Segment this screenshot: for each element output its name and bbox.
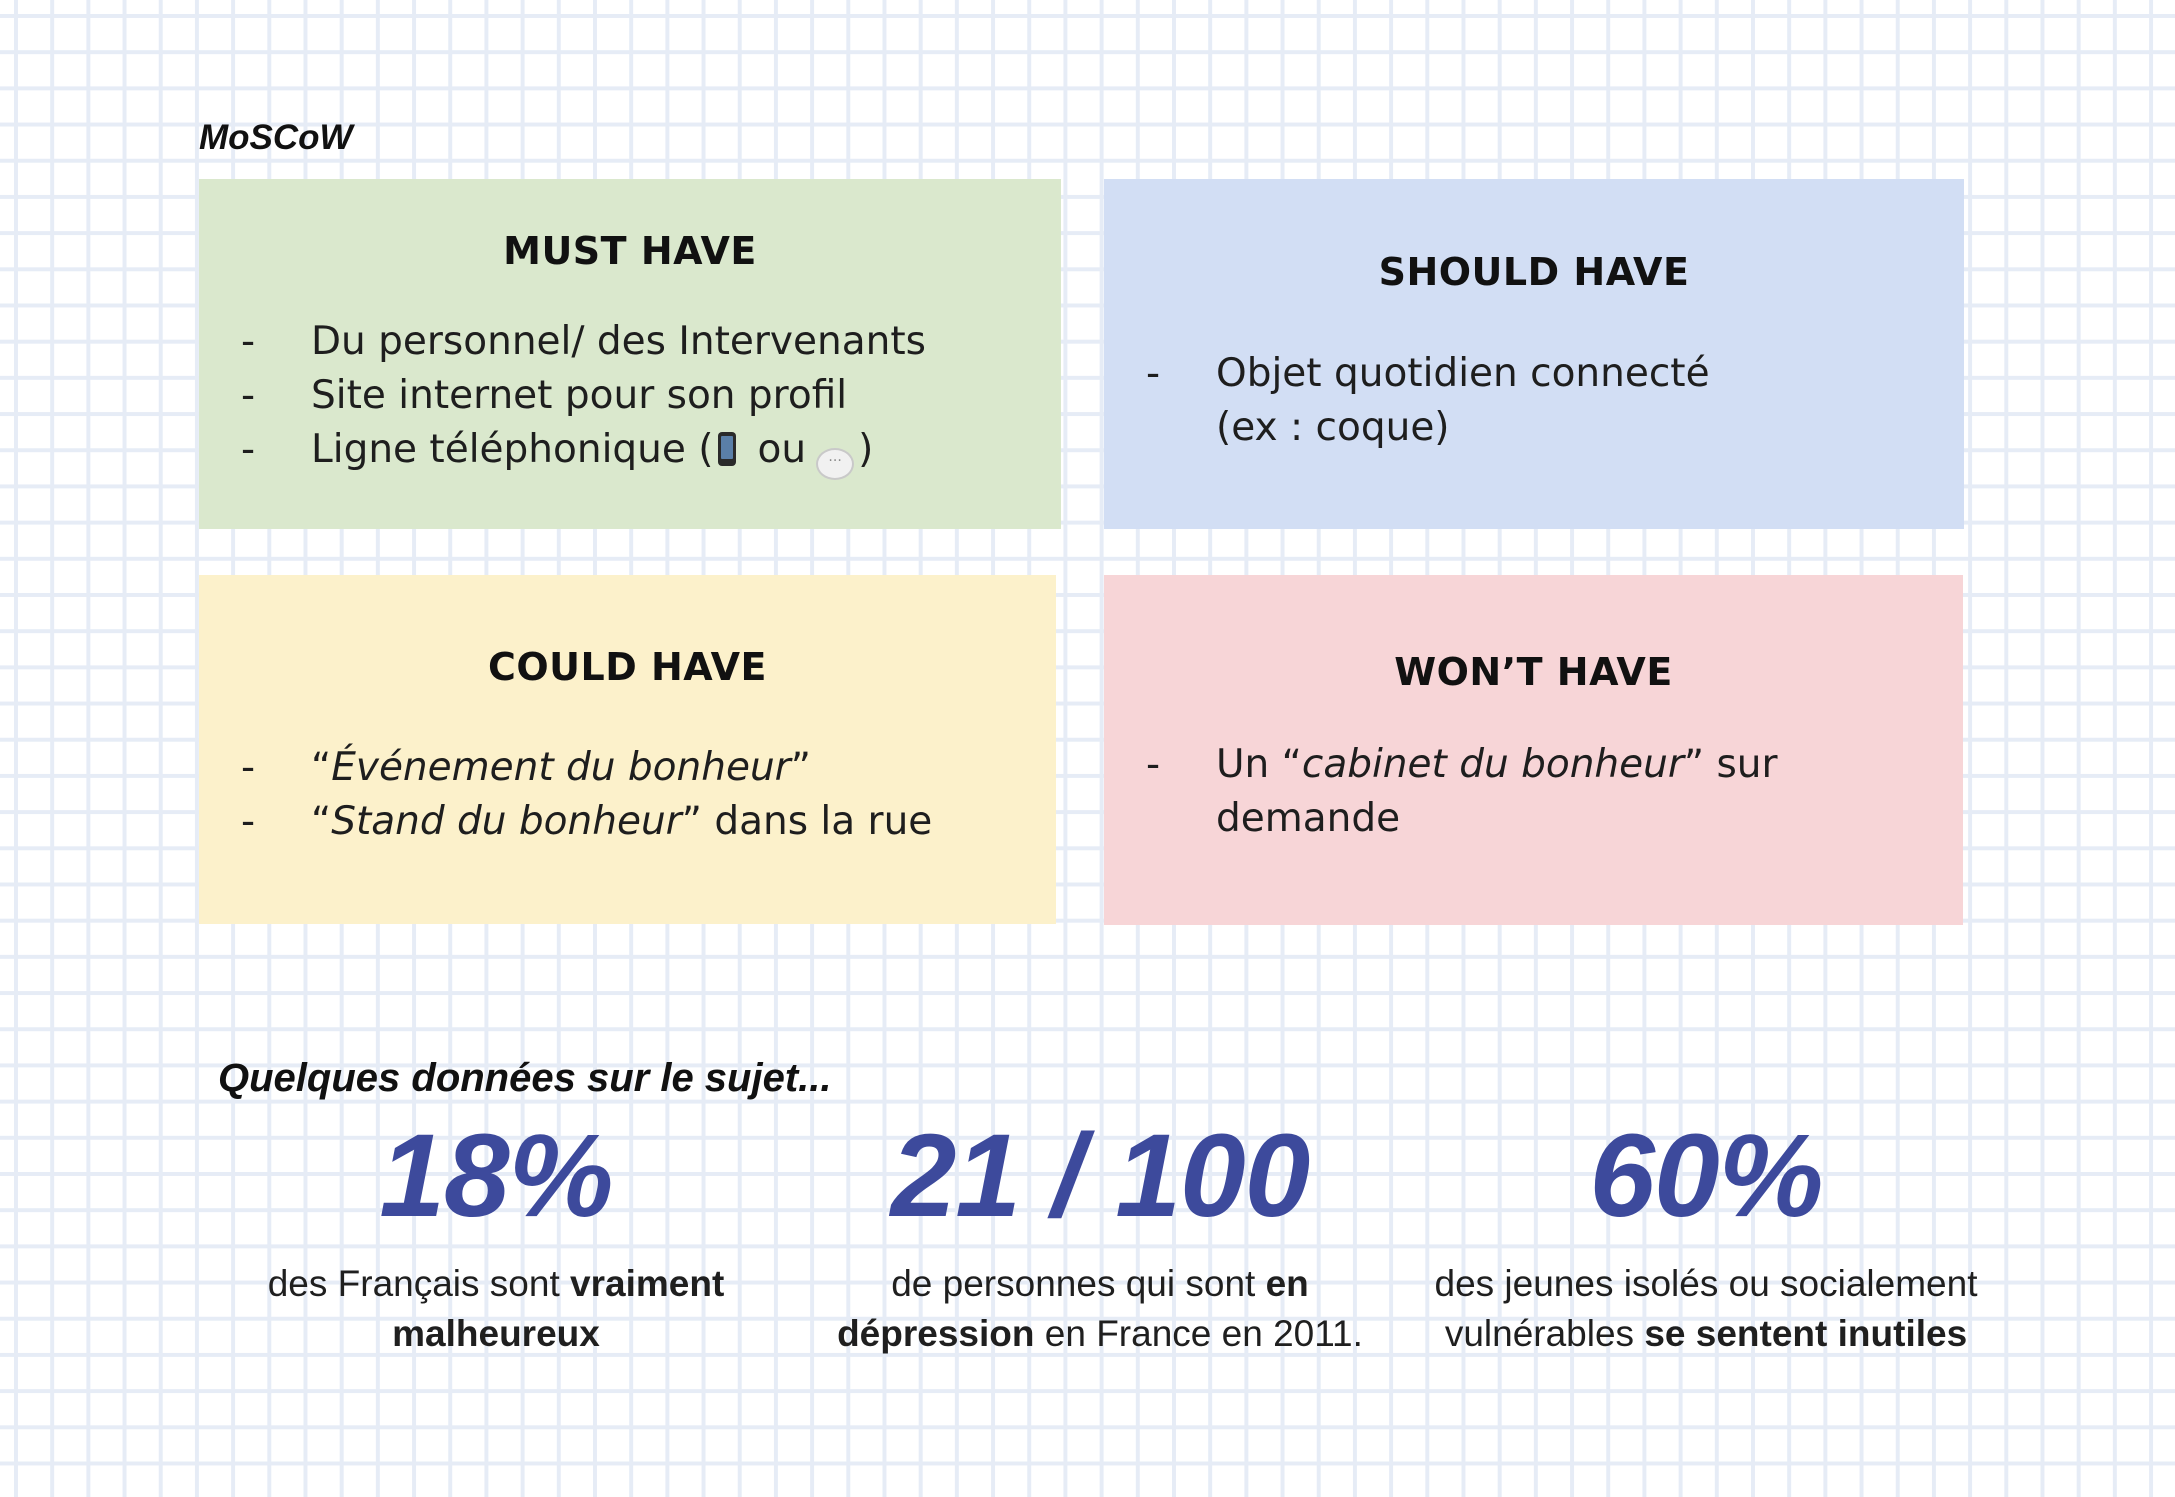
stat-description: de personnes qui sont en dépression en Fr… [837,1263,1363,1354]
list-item: - Site internet pour son profil [241,373,848,418]
could-have-card: COULD HAVE - “Événement du bonheur” - “Sta… [199,575,1056,924]
wont-have-card: WON’T HAVE - Un “cabinet du bonheur” sur d… [1104,575,1963,925]
must-have-list: - Du personnel/ des Intervenants - Site in… [199,315,926,480]
speech-bubble-icon: ··· [816,448,855,480]
could-have-list: - “Événement du bonheur” - “Stand du bonhe… [199,741,932,849]
page-title: MoSCoW [199,118,353,157]
stat-description: des jeunes isolés ou socialement vulnérab… [1434,1263,1978,1354]
must-have-card: MUST HAVE - Du personnel/ des Intervenant… [199,179,1061,529]
list-item: - Ligne téléphonique (ou ···) [199,423,926,480]
wont-have-title: WON’T HAVE [1394,650,1673,694]
stat-value-18-percent: 18% [379,1110,613,1242]
should-have-card: SHOULD HAVE - Objet quotidien connecté (ex… [1104,179,1964,529]
list-item: - Un “cabinet du bonheur” sur demande [1146,742,1778,841]
stat-value-21-per-100: 21 / 100 [890,1110,1310,1242]
list-item: - Objet quotidien connecté (ex : coque) [1146,351,1710,450]
list-item: - Du personnel/ des Intervenants [241,319,926,364]
data-section-heading: Quelques données sur le sujet... [218,1056,832,1100]
stat-value-60-percent: 60% [1589,1110,1823,1242]
list-item: - “Stand du bonheur” dans la rue [241,799,933,844]
should-have-list: - Objet quotidien connecté (ex : coque) [1104,347,1710,455]
could-have-title: COULD HAVE [487,645,768,689]
list-item: - “Événement du bonheur” [241,745,811,790]
should-have-title: SHOULD HAVE [1378,250,1690,294]
must-have-title: MUST HAVE [503,229,757,273]
mobile-phone-icon [717,432,736,466]
wont-have-list: - Un “cabinet du bonheur” sur demande [1104,738,1778,846]
stat-description: des Français sont vraiment malheureux [267,1263,725,1354]
